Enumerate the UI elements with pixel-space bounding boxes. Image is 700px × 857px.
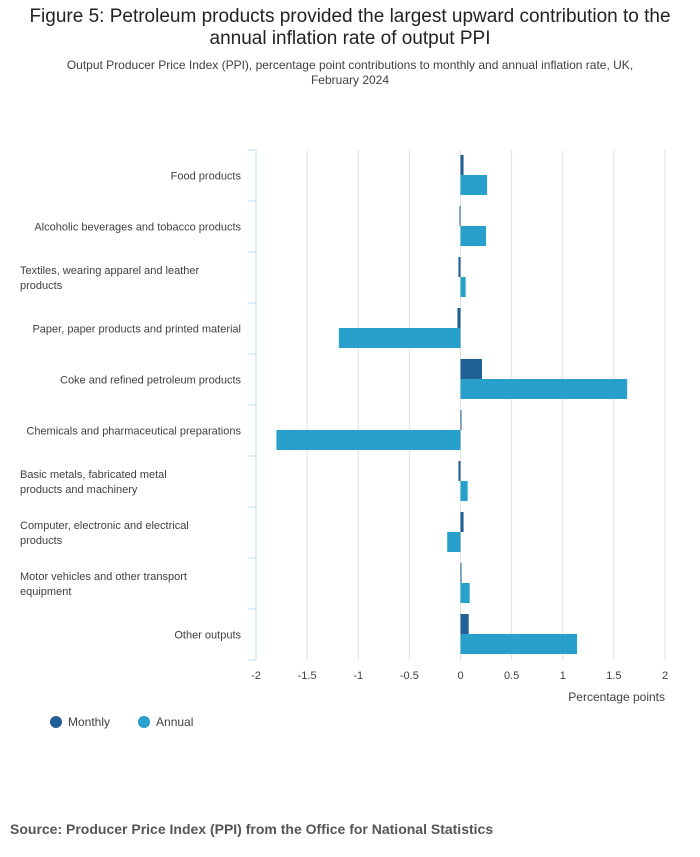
bar-monthly-8 [460,563,462,583]
bar-monthly-3 [457,308,461,328]
legend-swatch-monthly [50,716,62,728]
x-tick-label: 1 [560,670,566,682]
legend-item-monthly[interactable]: Monthly [50,715,110,729]
category-label: Basic metals, fabricated metal products a… [20,469,167,496]
bar-annual-2 [460,277,466,297]
bar-annual-4 [460,379,628,399]
bar-monthly-0 [460,155,464,175]
bar-monthly-6 [458,461,461,481]
legend-item-annual[interactable]: Annual [138,715,193,729]
bar-annual-7 [447,532,461,552]
bar-annual-9 [460,634,578,654]
bar-monthly-1 [459,206,461,226]
bar-annual-5 [276,430,461,450]
x-tick-label: 2 [662,670,668,682]
category-label: Alcoholic beverages and tobacco products [34,222,241,234]
category-label: Motor vehicles and other transport equipm… [20,571,187,598]
source-note: Source: Producer Price Index (PPI) from … [10,821,494,837]
category-label: Chemicals and pharmaceutical preparation… [26,426,241,438]
bar-monthly-9 [460,614,469,634]
bar-annual-3 [338,328,461,348]
x-tick-label: 0 [457,670,463,682]
chart-subtitle: Output Producer Price Index (PPI), perce… [66,58,634,87]
x-tick-label: -2 [251,670,261,682]
bar-annual-8 [460,583,470,603]
x-tick-label: -1 [353,670,363,682]
x-tick-label: 0.5 [504,670,519,682]
legend-label-annual: Annual [156,715,194,729]
bar-monthly-7 [460,512,464,532]
category-label: Paper, paper products and printed materi… [32,324,241,336]
x-tick-label: 1.5 [606,670,621,682]
chart-title: Figure 5: Petroleum products provided th… [29,6,671,49]
legend-label-monthly: Monthly [68,715,111,729]
bar-annual-0 [460,175,488,195]
bar-monthly-4 [460,359,482,379]
bar-monthly-2 [458,257,461,277]
x-tick-label: -1.5 [298,670,317,682]
category-label: Coke and refined petroleum products [60,375,241,387]
legend-swatch-annual [138,716,151,728]
x-axis-title: Percentage points [568,690,665,704]
bar-annual-6 [460,481,468,501]
bar-monthly-5 [460,410,462,430]
bar-annual-1 [460,226,487,246]
legend: Monthly Annual [50,715,193,729]
category-label: Other outputs [174,630,241,642]
category-label: Food products [171,171,242,183]
x-tick-label: -0.5 [400,670,419,682]
category-label: Textiles, wearing apparel and leather pro… [20,265,200,292]
category-label: Computer, electronic and electrical produ… [20,520,189,547]
